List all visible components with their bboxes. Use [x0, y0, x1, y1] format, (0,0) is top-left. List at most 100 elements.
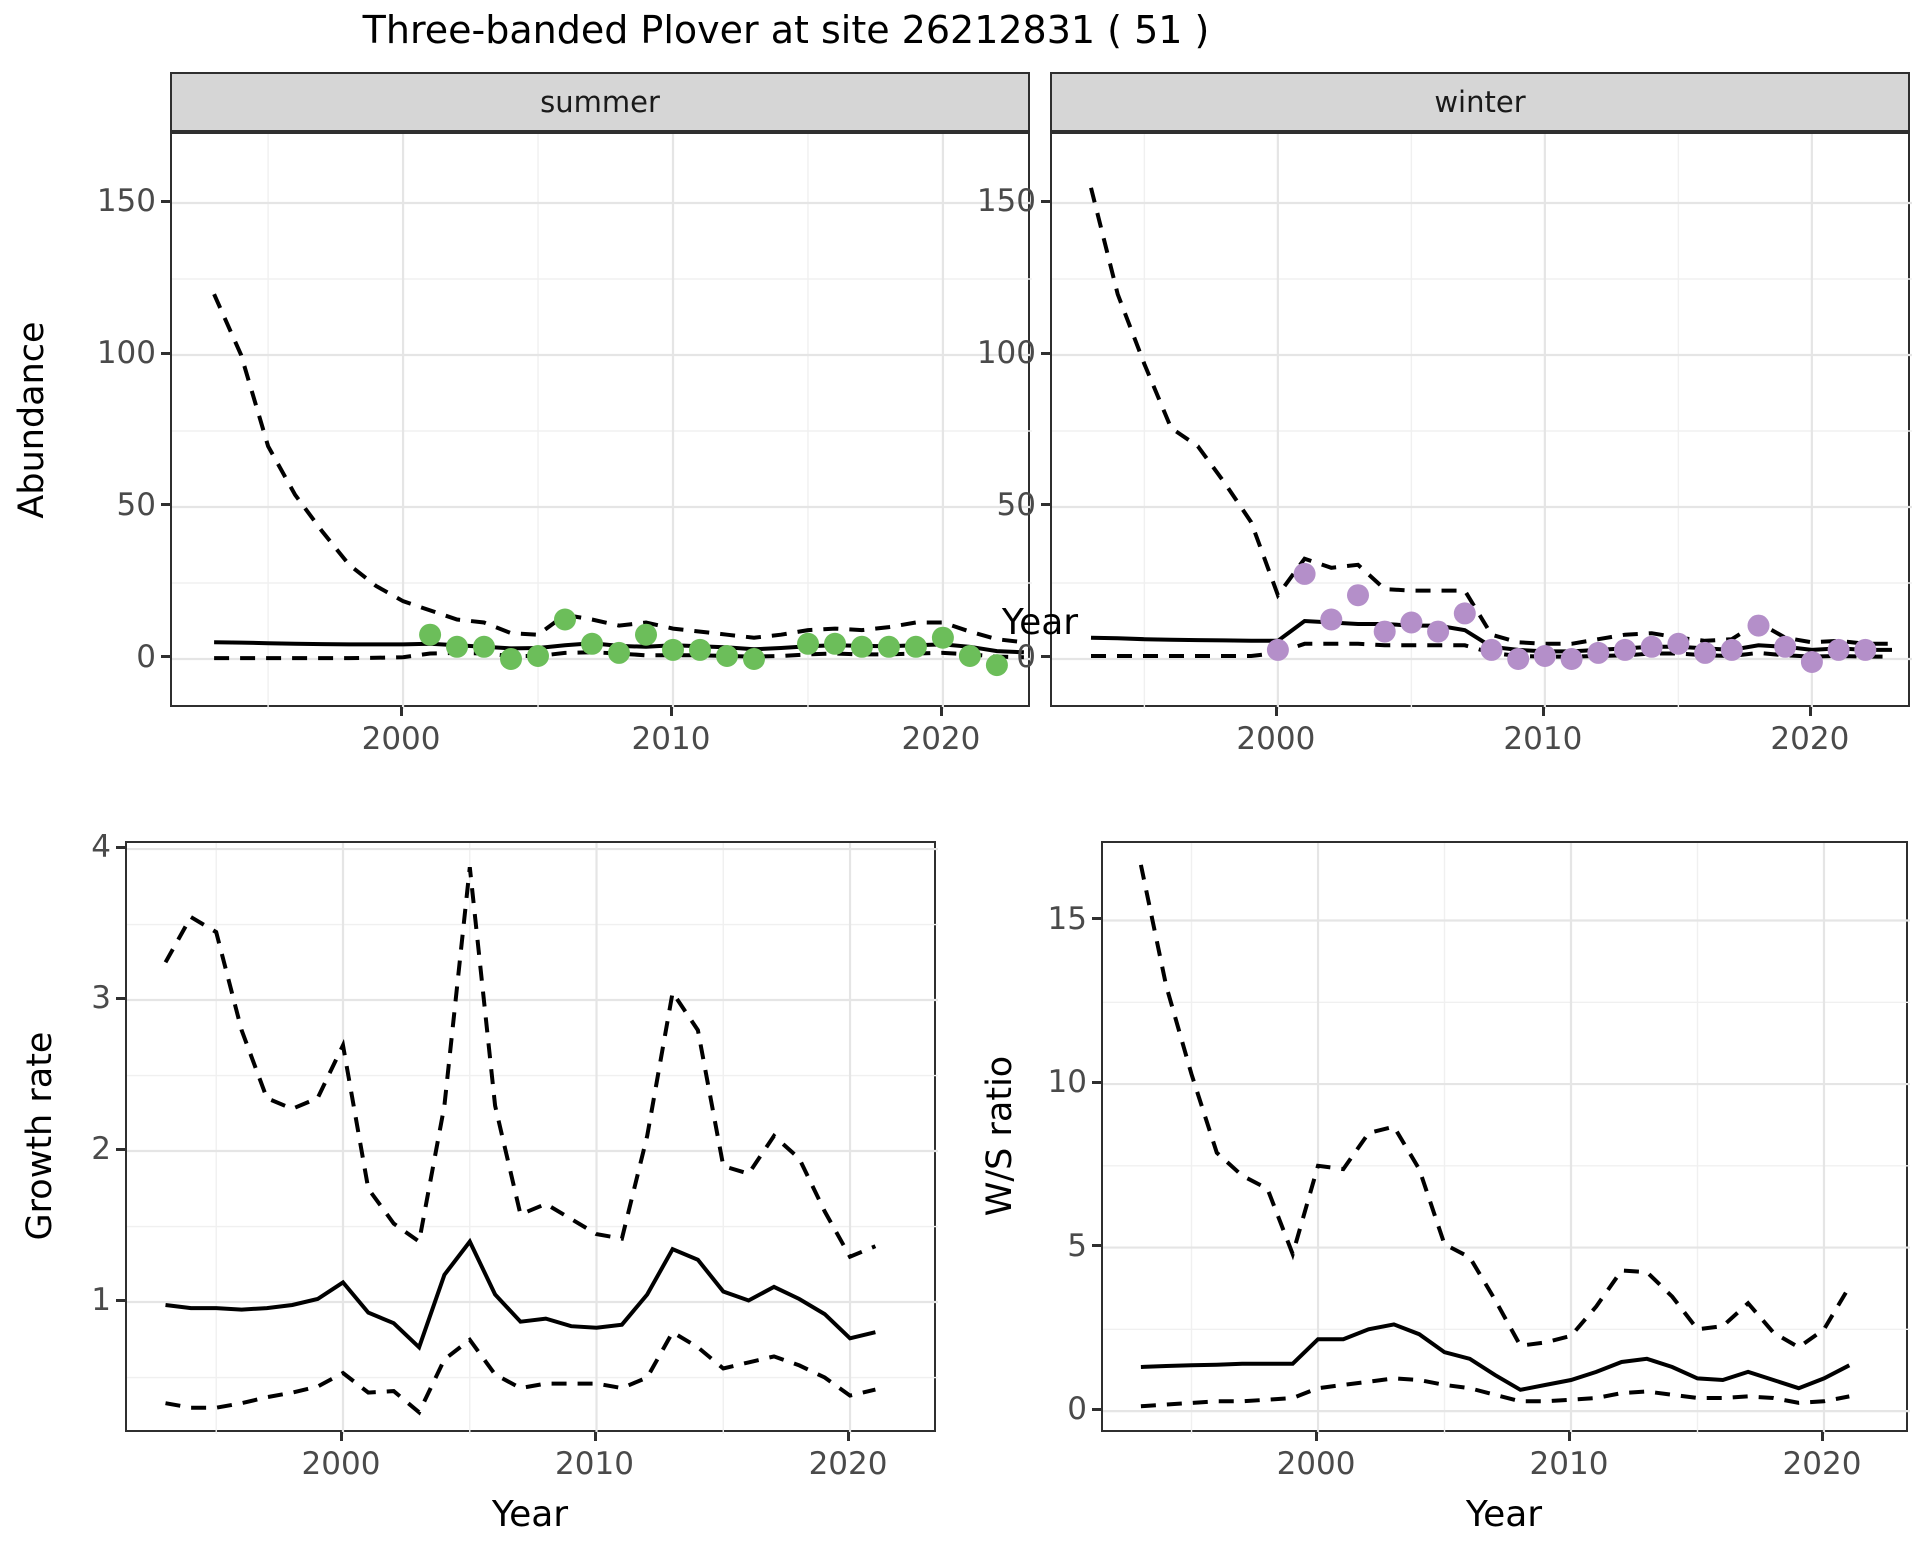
- data-point: [1266, 638, 1289, 661]
- panel-ws-ratio: [1101, 841, 1910, 1434]
- panel-abundance-summer: [170, 132, 1032, 709]
- y-tick-label: 50: [996, 486, 1036, 523]
- observed-count-points: [1266, 562, 1877, 673]
- y-tick-mark: [161, 655, 170, 659]
- data-point: [1533, 645, 1556, 667]
- data-point: [958, 645, 981, 667]
- x-tick-mark: [1274, 707, 1278, 716]
- panel-abundance-winter: [1050, 132, 1912, 709]
- data-point: [1667, 632, 1690, 655]
- y-tick-mark: [161, 351, 170, 355]
- x-tick-mark: [1808, 707, 1812, 716]
- lower-95ci-line: [165, 1329, 876, 1416]
- data-point: [1800, 651, 1823, 673]
- data-point: [419, 623, 442, 646]
- x-tick-label: 2020: [808, 1446, 888, 1482]
- lower-95ci-line: [214, 650, 1024, 661]
- data-point: [1320, 608, 1343, 631]
- y-tick-mark: [1092, 917, 1101, 920]
- y-tick-label: 50: [116, 486, 156, 523]
- x-tick-mark: [1820, 1432, 1824, 1441]
- y-tick-mark: [161, 503, 170, 507]
- x-axis-title-year-top: Year: [1001, 602, 1079, 643]
- growth-rate-plot: [127, 843, 938, 1434]
- y-tick-label: 0: [1016, 638, 1036, 675]
- y-tick-label: 0: [1067, 1391, 1087, 1428]
- y-tick-label: 100: [96, 335, 156, 371]
- page-title: Three-banded Plover at site 26212831 ( 5…: [362, 8, 1210, 52]
- data-point: [1427, 620, 1450, 643]
- y-tick-mark: [1092, 1080, 1101, 1084]
- y-tick-mark: [116, 996, 125, 1000]
- x-tick-mark: [847, 1432, 851, 1441]
- data-point: [985, 654, 1008, 677]
- y-tick-label: 3: [91, 980, 111, 1017]
- x-tick-label: 2010: [631, 721, 711, 757]
- y-tick-label: 150: [96, 183, 156, 219]
- data-point: [1587, 641, 1610, 664]
- data-point: [1400, 611, 1423, 634]
- x-axis-title-year-bottom-right: Year: [1465, 1494, 1543, 1535]
- data-point: [500, 648, 522, 670]
- ws-ratio-plot: [1103, 843, 1910, 1434]
- x-tick-label: 2020: [1782, 1446, 1862, 1482]
- data-point: [1694, 641, 1717, 664]
- data-point: [1640, 635, 1663, 658]
- x-tick-mark: [1568, 1432, 1571, 1441]
- data-point: [527, 645, 549, 667]
- x-tick-mark: [339, 1432, 343, 1441]
- data-point: [716, 645, 738, 667]
- x-tick-label: 2010: [1503, 721, 1583, 757]
- data-point: [877, 635, 900, 658]
- upper-95ci-line: [212, 293, 1025, 645]
- data-point: [1480, 638, 1503, 661]
- panel-growth-rate: [125, 841, 938, 1434]
- y-tick-label: 150: [976, 183, 1036, 219]
- data-point: [1720, 638, 1743, 661]
- data-point: [931, 626, 954, 649]
- x-tick-label: 2020: [901, 721, 981, 757]
- x-tick-mark: [669, 707, 673, 716]
- data-point: [1347, 584, 1369, 607]
- data-point: [1854, 638, 1877, 661]
- upper-95ci-line: [163, 866, 877, 1260]
- y-axis-title-growth-rate: Growth rate: [20, 1031, 60, 1241]
- data-point: [1827, 638, 1850, 661]
- gridlines: [172, 134, 1032, 709]
- x-axis-title-year-bottom-left: Year: [491, 1494, 569, 1535]
- y-tick-label: 4: [91, 829, 111, 866]
- x-tick-mark: [400, 707, 404, 716]
- upper-95ci-line: [1138, 864, 1852, 1350]
- y-tick-label: 0: [136, 638, 156, 675]
- data-point: [1560, 648, 1583, 670]
- y-tick-mark: [1041, 655, 1050, 659]
- y-tick-mark: [1092, 1244, 1101, 1248]
- data-point: [1774, 635, 1797, 658]
- y-tick-mark: [1041, 199, 1050, 203]
- lower-95ci-line: [1140, 1376, 1850, 1409]
- facet-strip-label: summer: [540, 85, 660, 119]
- y-tick-mark: [1041, 503, 1050, 507]
- facet-strip-label: winter: [1434, 85, 1526, 119]
- observed-count-points: [419, 608, 1008, 677]
- data-point: [904, 635, 927, 658]
- x-tick-mark: [1541, 707, 1545, 716]
- y-tick-label: 15: [1047, 900, 1087, 937]
- y-tick-label: 100: [976, 335, 1036, 371]
- data-point: [1507, 648, 1530, 670]
- facet-strip-summer: summer: [170, 72, 1030, 132]
- data-point: [797, 632, 819, 655]
- median-line: [165, 1237, 876, 1351]
- x-tick-label: 2000: [1276, 1446, 1356, 1482]
- y-tick-mark: [116, 1298, 125, 1302]
- x-tick-mark: [1315, 1432, 1319, 1441]
- data-point: [1747, 614, 1770, 637]
- data-point: [689, 638, 711, 661]
- data-point: [850, 635, 873, 658]
- data-point: [1453, 602, 1476, 625]
- data-point: [824, 632, 846, 655]
- x-tick-label: 2000: [301, 1446, 381, 1482]
- data-point: [581, 632, 603, 655]
- gridlines: [1052, 134, 1912, 709]
- x-tick-label: 2010: [1529, 1446, 1609, 1482]
